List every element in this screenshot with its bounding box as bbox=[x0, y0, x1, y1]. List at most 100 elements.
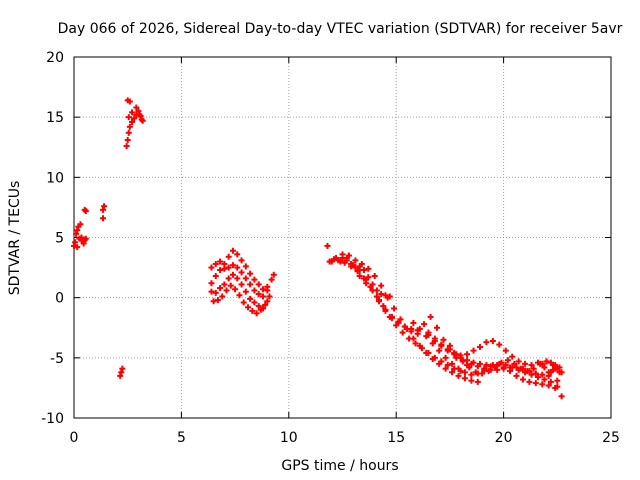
data-point bbox=[502, 347, 509, 354]
data-point bbox=[442, 365, 449, 372]
data-point bbox=[229, 262, 236, 269]
data-point bbox=[416, 342, 423, 349]
data-point bbox=[264, 298, 271, 305]
data-point bbox=[238, 257, 245, 264]
data-point bbox=[255, 291, 262, 298]
data-point bbox=[539, 371, 546, 378]
data-point bbox=[517, 365, 524, 372]
data-point bbox=[545, 372, 552, 379]
data-point bbox=[522, 360, 529, 367]
data-point bbox=[247, 281, 254, 288]
data-point bbox=[251, 276, 258, 283]
data-point bbox=[82, 235, 89, 242]
data-point bbox=[234, 275, 241, 282]
data-point bbox=[421, 321, 428, 328]
x-tick-label: 20 bbox=[495, 430, 513, 446]
data-point bbox=[487, 363, 494, 370]
data-point bbox=[474, 363, 481, 370]
data-point bbox=[73, 230, 80, 237]
data-point bbox=[515, 358, 522, 365]
data-point bbox=[225, 264, 232, 271]
data-point bbox=[270, 271, 277, 278]
data-point bbox=[268, 276, 275, 283]
data-point bbox=[547, 378, 554, 385]
data-point bbox=[208, 288, 215, 295]
data-point bbox=[378, 282, 385, 289]
data-point bbox=[81, 206, 88, 213]
data-point bbox=[251, 299, 258, 306]
data-point bbox=[117, 372, 124, 379]
data-point bbox=[412, 340, 419, 347]
x-tick-label: 5 bbox=[177, 430, 186, 446]
data-point bbox=[388, 315, 395, 322]
data-point bbox=[128, 118, 135, 125]
data-point bbox=[468, 360, 475, 367]
data-point bbox=[328, 258, 335, 265]
data-point bbox=[234, 264, 241, 271]
data-point bbox=[212, 289, 219, 296]
data-point bbox=[545, 382, 552, 389]
data-point bbox=[212, 273, 219, 280]
data-point bbox=[124, 137, 131, 144]
data-point bbox=[552, 362, 559, 369]
data-point bbox=[528, 362, 535, 369]
data-point bbox=[401, 323, 408, 330]
data-point bbox=[225, 253, 232, 260]
data-point bbox=[483, 339, 490, 346]
data-point bbox=[125, 129, 132, 136]
data-point bbox=[126, 123, 133, 130]
data-point bbox=[554, 377, 561, 384]
data-point bbox=[214, 297, 221, 304]
data-point bbox=[472, 369, 479, 376]
data-point bbox=[212, 260, 219, 267]
data-point bbox=[438, 342, 445, 349]
data-point bbox=[496, 341, 503, 348]
data-point bbox=[335, 257, 342, 264]
data-point bbox=[123, 143, 130, 150]
data-point bbox=[547, 359, 554, 366]
data-point bbox=[524, 368, 531, 375]
data-point bbox=[247, 270, 254, 277]
data-point bbox=[223, 287, 230, 294]
data-point bbox=[242, 275, 249, 282]
data-point bbox=[350, 262, 357, 269]
axis-ticks: 0 5 10 15 20 25 -10 -5 0 5 10 15 20 bbox=[41, 50, 620, 446]
data-point bbox=[232, 286, 239, 293]
data-point bbox=[131, 115, 138, 122]
data-point bbox=[427, 313, 434, 320]
data-point bbox=[434, 324, 441, 331]
data-point bbox=[382, 307, 389, 314]
data-point bbox=[532, 370, 539, 377]
data-point bbox=[71, 242, 77, 249]
data-point bbox=[474, 378, 481, 385]
data-point bbox=[118, 369, 125, 376]
data-point bbox=[255, 303, 262, 310]
data-point bbox=[262, 301, 269, 308]
data-point bbox=[249, 307, 256, 314]
data-point bbox=[552, 384, 559, 391]
data-point bbox=[373, 293, 380, 300]
data-point bbox=[507, 368, 514, 375]
data-point bbox=[138, 116, 145, 123]
data-point bbox=[136, 111, 143, 118]
data-point bbox=[99, 215, 106, 222]
y-tick-label: -5 bbox=[50, 351, 64, 367]
data-point bbox=[511, 360, 518, 367]
data-point bbox=[485, 368, 492, 375]
data-point bbox=[532, 380, 539, 387]
data-point bbox=[251, 287, 258, 294]
data-point bbox=[444, 346, 451, 353]
data-point bbox=[461, 369, 468, 376]
data-point bbox=[208, 280, 215, 287]
grid bbox=[74, 57, 611, 418]
y-tick-label: 15 bbox=[46, 110, 64, 126]
data-point bbox=[367, 283, 374, 290]
data-point bbox=[238, 281, 245, 288]
data-point bbox=[236, 292, 243, 299]
data-point bbox=[468, 371, 475, 378]
data-point bbox=[339, 254, 346, 261]
data-point bbox=[464, 357, 471, 364]
data-point bbox=[217, 285, 224, 292]
data-point bbox=[530, 365, 537, 372]
